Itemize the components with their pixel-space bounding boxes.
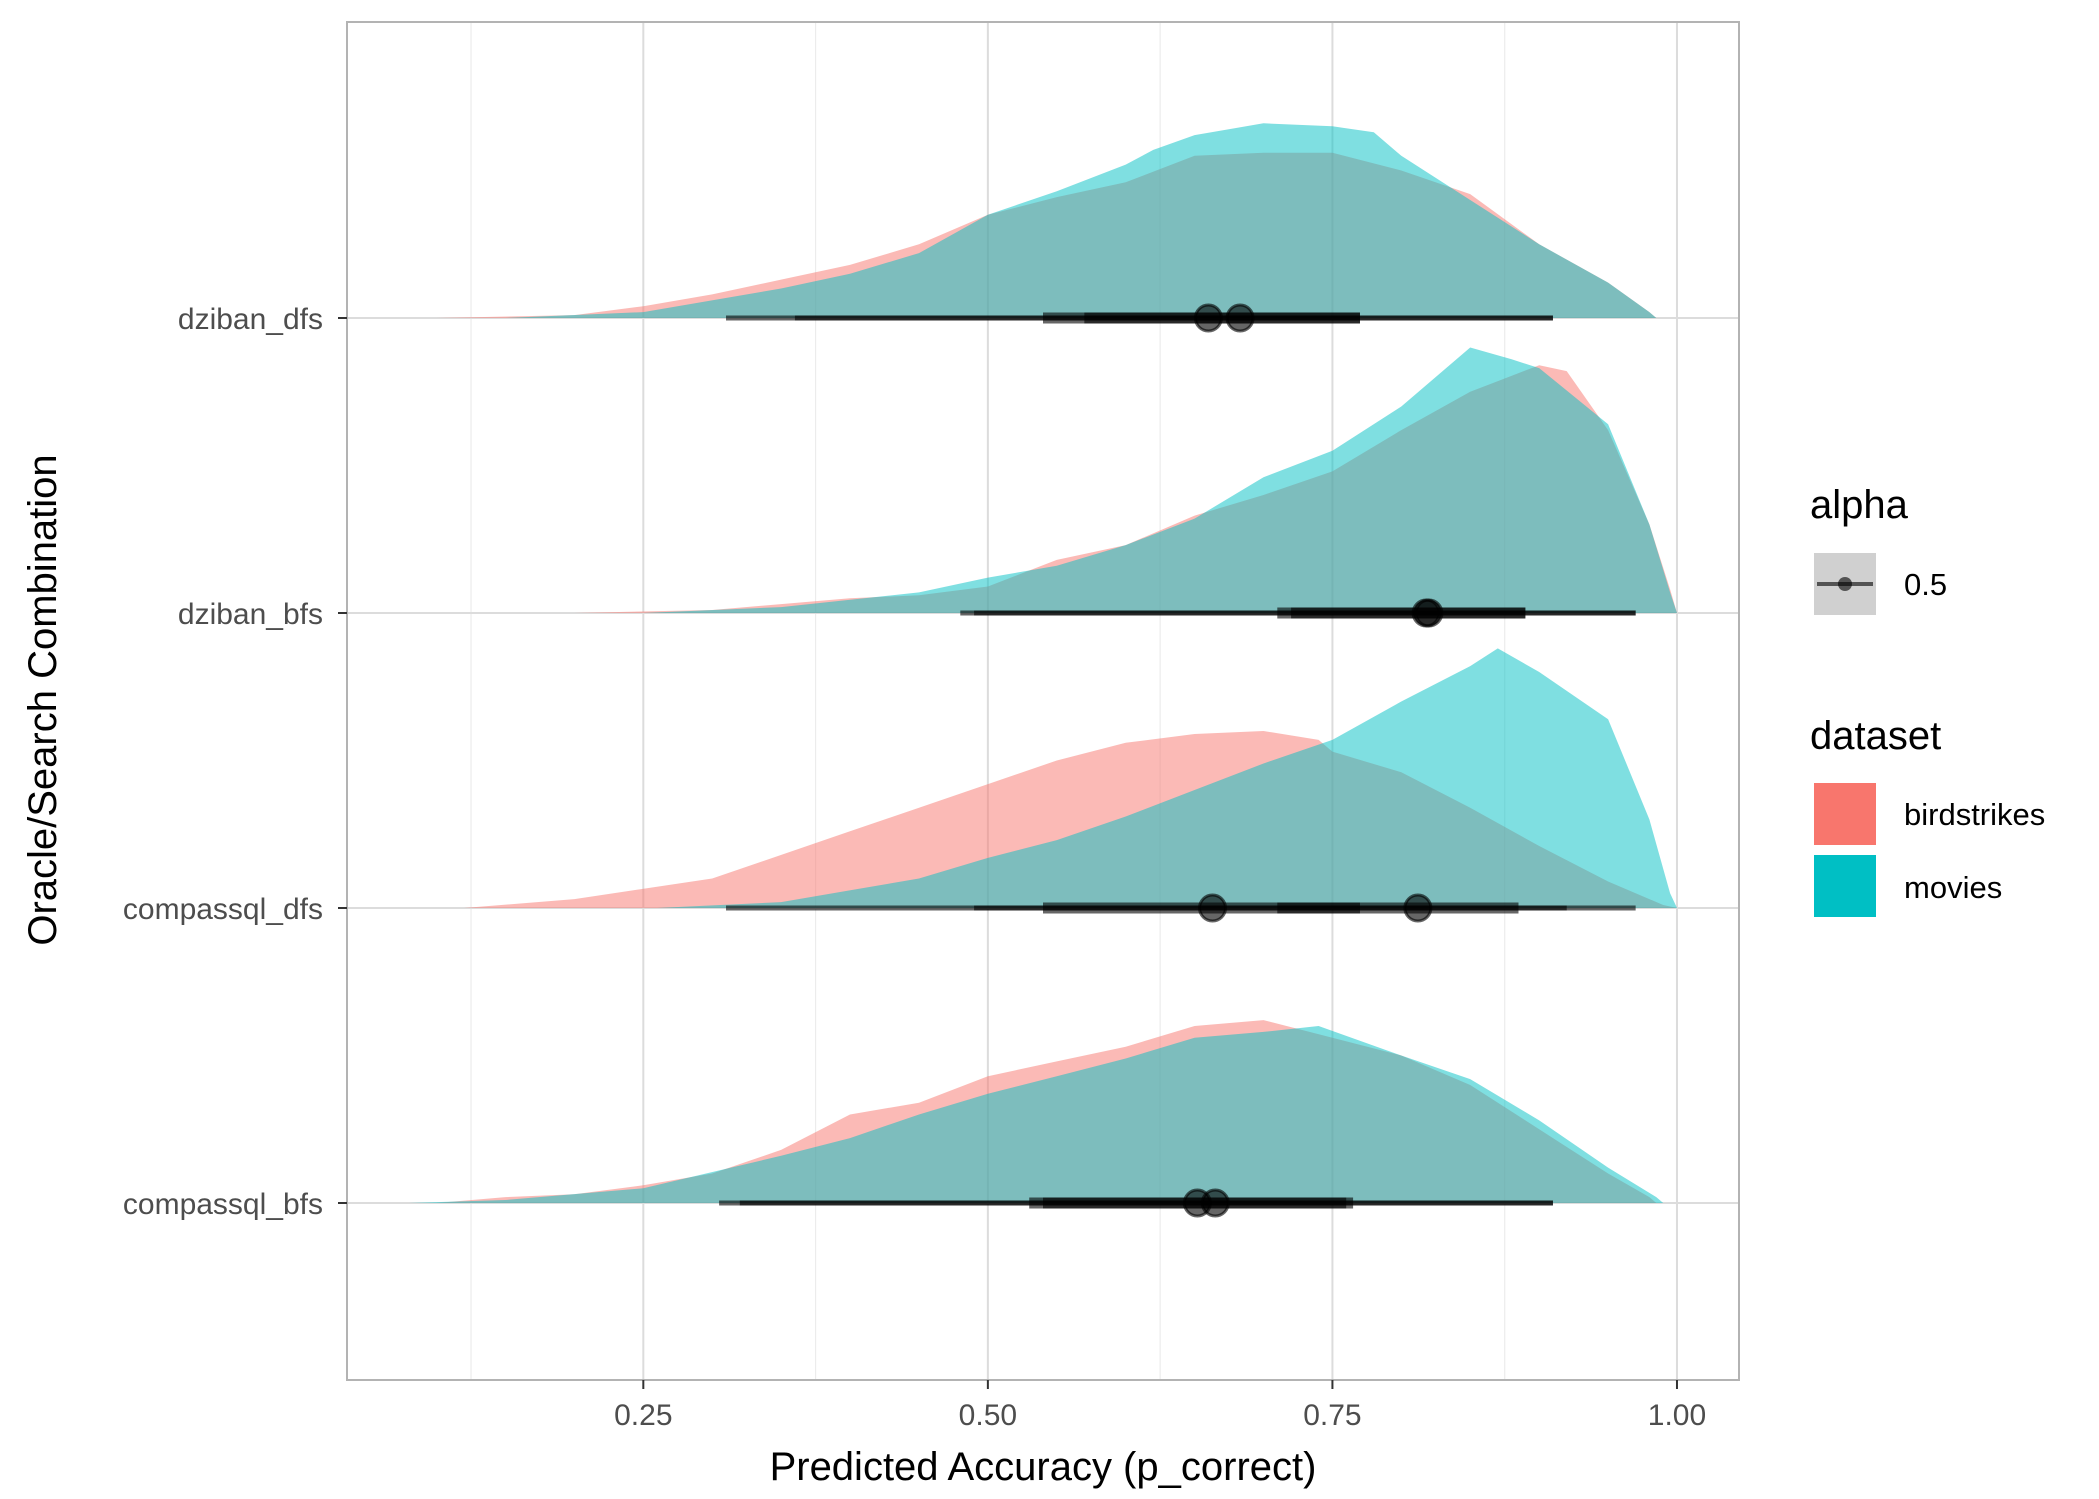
x-tick-label: 0.50 [959,1399,1017,1432]
median-movies-compassql_dfs [1403,893,1433,923]
y-tick-label: compassql_dfs [123,893,323,926]
legend-alpha-title: alpha [1810,483,1909,527]
x-axis-ticks: 0.25 0.50 0.75 1.00 [614,1380,1706,1432]
density-movies-compassql_dfs [657,648,1677,908]
median-movies-dziban_dfs [1225,303,1255,333]
y-axis-ticks: compassql_bfs compassql_dfs dziban_bfs dzib… [123,303,347,1221]
legend-label-movies: movies [1904,870,2002,905]
legend-alpha-label: 0.5 [1904,567,1947,602]
legend: alpha 0.5 dataset birdstrikes movies [1810,483,2045,917]
density-areas [409,123,1678,1203]
legend-label-birdstrikes: birdstrikes [1904,797,2045,832]
x-tick-label: 0.75 [1303,1399,1361,1432]
x-tick-label: 0.25 [614,1399,672,1432]
y-tick-label: dziban_bfs [178,598,323,631]
legend-swatch-movies [1814,855,1876,917]
legend-swatch-birdstrikes [1814,783,1876,845]
x-axis-title: Predicted Accuracy (p_correct) [770,1445,1317,1489]
y-tick-label: dziban_dfs [178,303,323,336]
y-axis-title: Oracle/Search Combination [21,454,65,945]
x-tick-label: 1.00 [1648,1399,1706,1432]
median-movies-compassql_bfs [1200,1188,1230,1218]
y-tick-label: compassql_bfs [123,1188,323,1221]
legend-dataset-title: dataset [1810,714,1941,758]
density-movies-dziban_dfs [505,123,1657,318]
density-movies-compassql_bfs [409,1026,1664,1203]
panel-border [346,21,1740,1381]
median-movies-dziban_bfs [1411,598,1441,628]
legend-alpha-point [1838,577,1852,591]
interval-marks [719,303,1636,1218]
density-movies-dziban_bfs [643,347,1677,613]
